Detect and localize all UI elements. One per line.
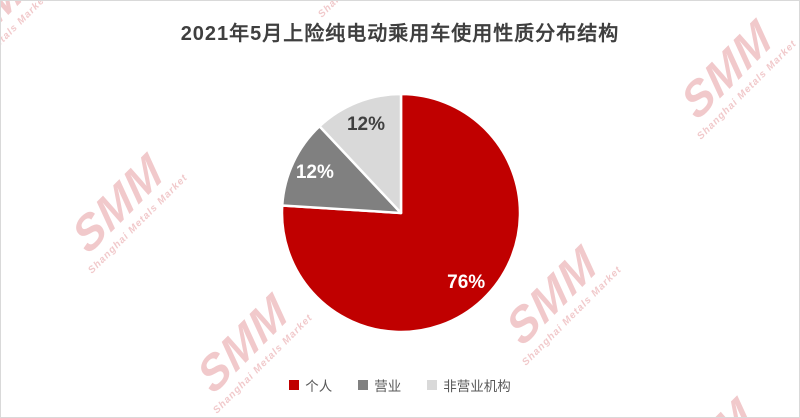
- pie-slice-label: 12%: [296, 162, 334, 183]
- legend-label: 营业: [374, 379, 402, 394]
- legend-swatch-personal: [289, 380, 300, 390]
- pie-slice-非营业机构: [318, 92, 403, 215]
- chart-title: 2021年5月上险纯电动乘用车使用性质分布结构: [180, 23, 620, 45]
- pie-slice-营业: [280, 125, 403, 215]
- pie-slice-个人: [280, 92, 522, 334]
- legend-item-noncommercial: 非营业机构: [427, 375, 511, 395]
- pie-slice-label: 12%: [347, 114, 385, 135]
- legend-label: 个人: [305, 379, 333, 394]
- legend-swatch-commercial: [358, 380, 369, 390]
- legend-item-personal: 个人: [289, 375, 332, 395]
- legend-label: 非营业机构: [443, 379, 511, 394]
- pie-slice-label: 76%: [447, 272, 485, 293]
- legend-item-commercial: 营业: [358, 375, 401, 395]
- legend-swatch-noncommercial: [427, 380, 438, 390]
- chart-legend: 个人 营业 非营业机构: [1, 375, 799, 395]
